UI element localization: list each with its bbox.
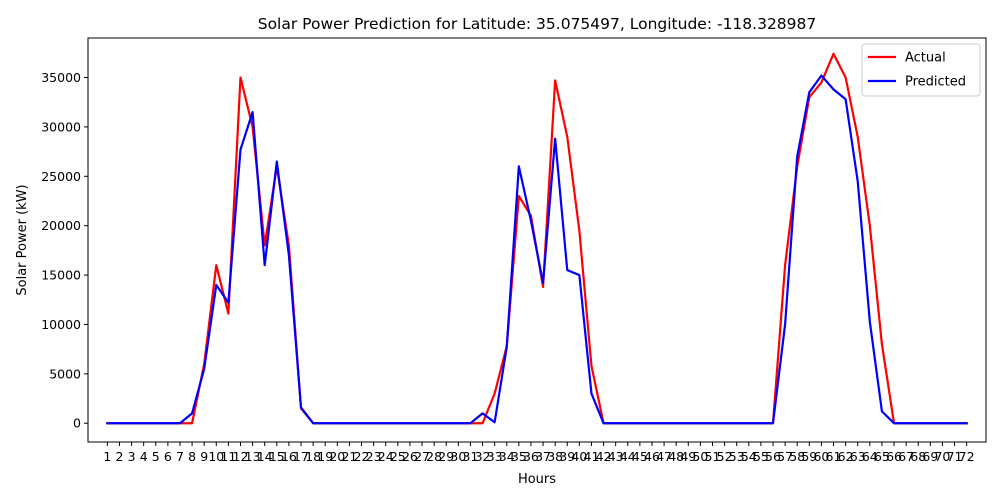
x-tick-label: 27	[414, 449, 430, 464]
x-tick-label: 43	[608, 449, 624, 464]
x-tick-label: 8	[188, 449, 196, 464]
x-tick-label: 71	[947, 449, 963, 464]
x-tick-label: 36	[523, 449, 539, 464]
x-tick-label: 12	[233, 449, 249, 464]
x-tick-label: 34	[499, 449, 515, 464]
x-tick-label: 48	[668, 449, 684, 464]
x-tick-label: 65	[874, 449, 890, 464]
x-tick-label: 57	[777, 449, 793, 464]
x-tick-label: 38	[547, 449, 563, 464]
x-tick-label: 52	[717, 449, 733, 464]
x-tick-label: 4	[140, 449, 148, 464]
y-tick-label: 30000	[41, 119, 81, 134]
x-axis-label: Hours	[518, 472, 556, 487]
x-tick-label: 7	[176, 449, 184, 464]
x-tick-label: 33	[487, 449, 503, 464]
x-tick-label: 56	[765, 449, 781, 464]
x-tick-label: 62	[838, 449, 854, 464]
x-tick-label: 41	[584, 449, 600, 464]
x-tick-label: 29	[438, 449, 454, 464]
x-tick-label: 13	[245, 449, 261, 464]
x-tick-label: 60	[813, 449, 829, 464]
x-tick-label: 47	[656, 449, 672, 464]
x-tick-label: 24	[378, 449, 394, 464]
x-tick-label: 22	[354, 449, 370, 464]
x-tick-label: 53	[729, 449, 745, 464]
chart-title: Solar Power Prediction for Latitude: 35.…	[258, 15, 817, 33]
x-tick-label: 44	[620, 449, 636, 464]
x-tick-label: 14	[257, 449, 273, 464]
x-tick-label: 5	[152, 449, 160, 464]
x-tick-label: 64	[862, 449, 878, 464]
x-tick-label: 42	[596, 449, 612, 464]
x-tick-label: 67	[898, 449, 914, 464]
x-tick-label: 72	[959, 449, 975, 464]
x-tick-label: 51	[705, 449, 721, 464]
x-tick-label: 66	[886, 449, 902, 464]
x-tick-label: 35	[511, 449, 527, 464]
series-line-predicted	[106, 74, 968, 425]
x-tick-label: 58	[789, 449, 805, 464]
y-axis-label: Solar Power (kW)	[15, 184, 30, 295]
x-tick-label: 39	[559, 449, 575, 464]
x-tick-label: 26	[402, 449, 418, 464]
x-tick-label: 50	[692, 449, 708, 464]
x-tick-label: 28	[426, 449, 442, 464]
y-axis: 0 5000 10000 15000 20000 25000 30000 35000	[41, 70, 88, 431]
x-tick-label: 21	[341, 449, 357, 464]
x-tick-label: 19	[317, 449, 333, 464]
x-tick-label: 9	[200, 449, 208, 464]
x-tick-label: 25	[390, 449, 406, 464]
x-tick-label: 16	[281, 449, 297, 464]
x-tick-label: 6	[164, 449, 172, 464]
x-tick-label: 11	[220, 449, 236, 464]
x-tick-label: 68	[910, 449, 926, 464]
x-tick-label: 15	[269, 449, 285, 464]
x-tick-label: 32	[475, 449, 491, 464]
x-tick-label: 2	[115, 449, 123, 464]
x-tick-label: 17	[293, 449, 309, 464]
series-line-actual	[106, 52, 968, 425]
y-tick-label: 10000	[41, 317, 81, 332]
y-tick-label: 15000	[41, 268, 81, 283]
plot-area	[87, 37, 987, 443]
legend-label-predicted: Predicted	[905, 75, 966, 90]
plot-frame	[87, 37, 987, 443]
x-tick-label: 37	[535, 449, 551, 464]
x-tick-label: 31	[462, 449, 478, 464]
legend-label-actual: Actual	[905, 51, 946, 66]
x-tick-label: 10	[208, 449, 224, 464]
x-axis: 1 2 3 4 5 6 7 8 9 1011121314151617181920212223242…	[103, 442, 975, 464]
y-tick-label: 20000	[41, 218, 81, 233]
x-tick-label: 49	[680, 449, 696, 464]
x-tick-label: 54	[741, 449, 757, 464]
x-tick-label: 3	[128, 449, 136, 464]
legend: Actual Predicted	[861, 43, 981, 97]
x-tick-label: 1	[103, 449, 111, 464]
x-tick-label: 55	[753, 449, 769, 464]
y-tick-label: 25000	[41, 169, 81, 184]
x-tick-label: 61	[826, 449, 842, 464]
x-tick-label: 30	[450, 449, 466, 464]
y-tick-label: 35000	[41, 70, 81, 85]
x-tick-label: 46	[644, 449, 660, 464]
y-tick-label: 0	[73, 416, 81, 431]
x-tick-label: 63	[850, 449, 866, 464]
x-tick-label: 23	[366, 449, 382, 464]
x-tick-label: 69	[922, 449, 938, 464]
x-tick-label: 40	[571, 449, 587, 464]
y-tick-label: 5000	[49, 366, 81, 381]
x-tick-label: 45	[632, 449, 648, 464]
x-tick-label: 20	[329, 449, 345, 464]
x-tick-label: 18	[305, 449, 321, 464]
x-tick-label: 59	[801, 449, 817, 464]
x-tick-label: 70	[934, 449, 950, 464]
